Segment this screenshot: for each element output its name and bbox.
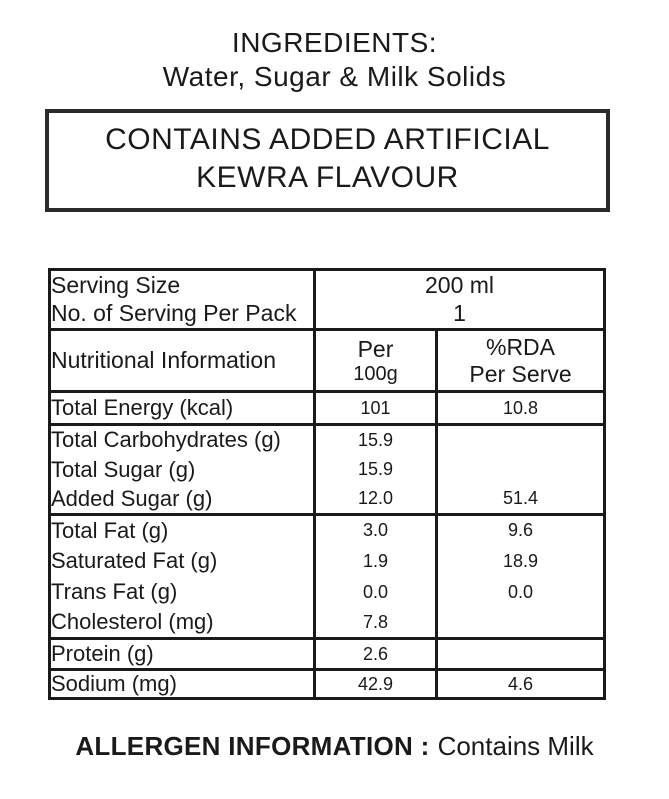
table-row: Total Energy (kcal) 101 10.8 <box>50 391 605 425</box>
energy-section: Total Energy (kcal) 101 10.8 <box>49 391 605 425</box>
per-100g-value: 12.0 <box>313 484 437 515</box>
column-header-nutritional-information: Nutritional Information <box>51 347 276 373</box>
per-unit-label: 100g <box>353 362 398 385</box>
ingredients-section: INGREDIENTS: Water, Sugar & Milk Solids <box>0 0 669 94</box>
serving-size-label: Serving Size <box>51 271 181 298</box>
warning-line-1: CONTAINS ADDED ARTIFICIAL <box>105 123 550 156</box>
rda-value <box>434 607 605 639</box>
nutrient-label: Total Energy (kcal) <box>51 395 234 420</box>
table-row: Cholesterol (mg) 7.8 <box>50 607 605 639</box>
nutrient-label: Cholesterol (mg) <box>51 609 214 635</box>
per-100g-value: 2.6 <box>313 638 437 670</box>
allergen-label: ALLERGEN INFORMATION : <box>75 731 430 761</box>
rda-value: 9.6 <box>434 514 605 546</box>
table-row: Protein (g) 2.6 <box>50 638 605 670</box>
rda-value: 4.6 <box>434 669 605 699</box>
per-100g-value: 3.0 <box>313 514 437 546</box>
artificial-flavour-warning-box: CONTAINS ADDED ARTIFICIAL KEWRA FLAVOUR <box>45 109 610 212</box>
nutrient-label: Saturated Fat (g) <box>51 548 218 573</box>
nutrient-label: Sodium (mg) <box>51 671 177 696</box>
per-label: Per <box>357 335 394 362</box>
nutrient-label: Total Sugar (g) <box>51 456 196 482</box>
fat-section: Total Fat (g) 3.0 9.6 Saturated Fat (g) … <box>49 514 605 639</box>
per-100g-value: 15.9 <box>313 424 437 455</box>
rda-value: 10.8 <box>434 391 605 425</box>
column-header-per-100g: Per 100g <box>313 329 437 392</box>
per-100g-value: 15.9 <box>313 454 437 485</box>
per-100g-value: 101 <box>313 391 437 425</box>
serving-size-value: 200 ml <box>312 269 605 300</box>
rda-value: 0.0 <box>434 576 605 608</box>
table-row: Serving Size 200 ml <box>50 269 605 300</box>
table-header-section: Nutritional Information Per 100g %RDA Pe… <box>49 329 605 392</box>
servings-per-pack-label: No. of Serving Per Pack <box>51 300 297 327</box>
rda-label: %RDA <box>486 333 556 360</box>
nutrient-label: Trans Fat (g) <box>51 579 178 604</box>
serving-section: Serving Size 200 ml No. of Serving Per P… <box>49 269 605 330</box>
allergen-value: Contains Milk <box>437 731 594 761</box>
nutrient-label: Added Sugar (g) <box>51 485 213 511</box>
table-row: Sodium (mg) 42.9 4.6 <box>50 669 605 699</box>
table-row: Total Carbohydrates (g) 15.9 <box>50 424 605 455</box>
nutrition-facts-table: Serving Size 200 ml No. of Serving Per P… <box>48 268 607 700</box>
column-header-rda-per-serve: %RDA Per Serve <box>434 329 605 392</box>
carbohydrates-section: Total Carbohydrates (g) 15.9 Total Sugar… <box>49 424 605 515</box>
table-header-row: Nutritional Information Per 100g %RDA Pe… <box>50 329 605 392</box>
nutrient-label: Protein (g) <box>51 641 154 666</box>
ingredients-list: Water, Sugar & Milk Solids <box>162 61 507 92</box>
rda-value <box>434 638 605 670</box>
allergen-information: ALLERGEN INFORMATION : Contains Milk <box>0 731 669 762</box>
per-100g-value: 7.8 <box>313 607 437 639</box>
rda-value <box>434 424 605 455</box>
protein-section: Protein (g) 2.6 <box>49 638 605 670</box>
warning-line-2: KEWRA FLAVOUR <box>196 161 459 194</box>
nutrient-label: Total Fat (g) <box>51 517 169 543</box>
rda-value <box>434 454 605 485</box>
ingredients-heading: INGREDIENTS: <box>231 27 438 58</box>
servings-per-pack-value: 1 <box>312 299 605 330</box>
rda-value: 18.9 <box>434 545 605 577</box>
per-100g-value: 1.9 <box>313 545 437 577</box>
table-row: Saturated Fat (g) 1.9 18.9 <box>50 545 605 577</box>
per-100g-value: 0.0 <box>313 576 437 608</box>
sodium-section: Sodium (mg) 42.9 4.6 <box>49 669 605 699</box>
per-100g-value: 42.9 <box>313 669 437 699</box>
table-row: Total Sugar (g) 15.9 <box>50 454 605 485</box>
rda-value: 51.4 <box>434 484 605 515</box>
table-row: Total Fat (g) 3.0 9.6 <box>50 514 605 546</box>
table-row: Added Sugar (g) 12.0 51.4 <box>50 484 605 515</box>
table-row: No. of Serving Per Pack 1 <box>50 299 605 330</box>
rda-unit-label: Per Serve <box>469 360 572 387</box>
nutrient-label: Total Carbohydrates (g) <box>51 427 281 453</box>
table-row: Trans Fat (g) 0.0 0.0 <box>50 576 605 608</box>
